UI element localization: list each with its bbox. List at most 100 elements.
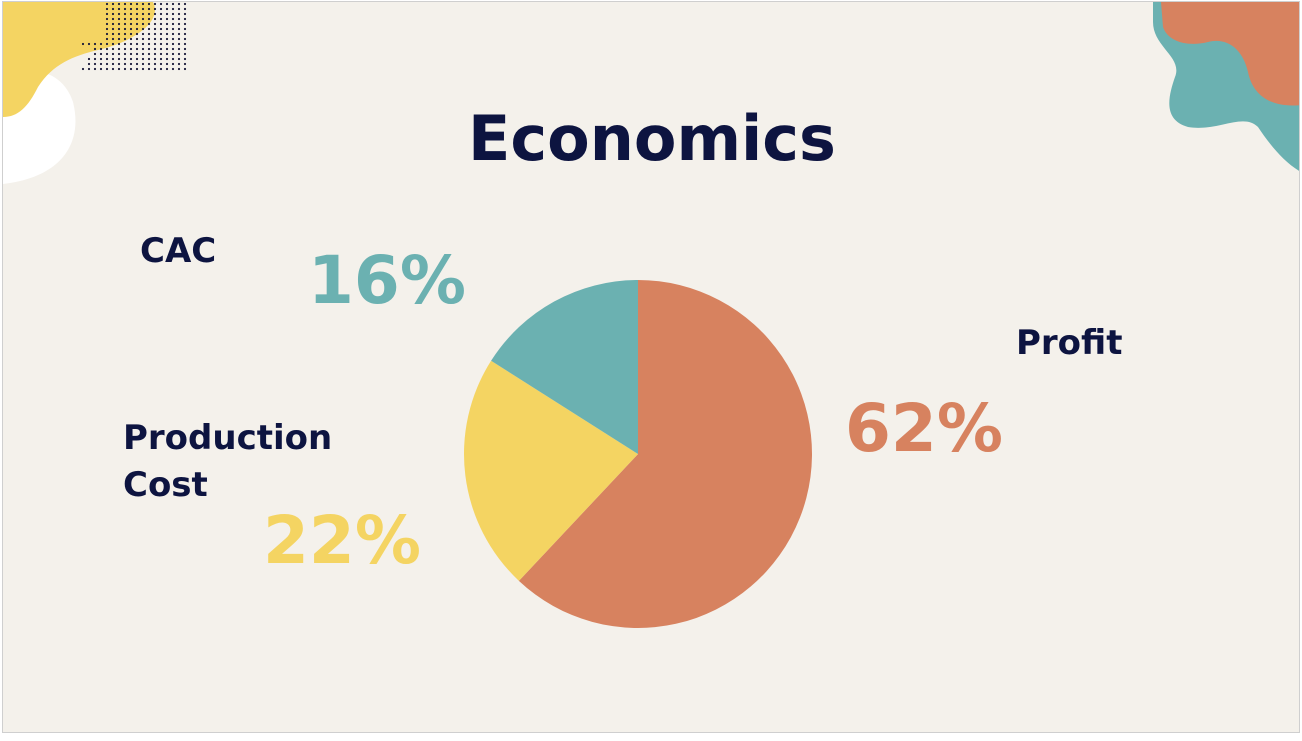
dot-shape [105,62,109,66]
dot-shape [153,22,157,26]
dot-shape [177,57,181,61]
dot-shape [117,12,121,16]
dot-shape [117,22,121,26]
dot-shape [117,57,121,61]
dot-shape [117,17,121,21]
dot-shape [111,62,115,66]
dot-shape [105,22,109,26]
dot-shape [81,67,85,71]
dot-shape [129,37,133,41]
dot-shape [135,22,139,26]
page-title: Economics [468,102,836,175]
dot-shape [105,57,109,61]
dot-shape [165,37,169,41]
dot-shape [93,42,97,46]
dot-shape [171,52,175,56]
dot-shape [141,37,145,41]
dot-shape [123,57,127,61]
dot-shape [99,47,103,51]
dot-shape [135,17,139,21]
dot-shape [93,52,97,56]
dot-shape [117,32,121,36]
dot-shape [117,67,121,71]
dot-shape [147,57,151,61]
dot-shape [153,17,157,21]
dot-shape [123,12,127,16]
dot-shape [105,12,109,16]
pct-production-cost: 22% [263,502,421,579]
dot-shape [117,42,121,46]
dot-shape [147,62,151,66]
dot-shape [177,62,181,66]
dot-shape [171,67,175,71]
dot-shape [129,12,133,16]
dot-shape [147,67,151,71]
pct-profit: 62% [845,390,1003,467]
dot-shape [159,22,163,26]
dot-shape [159,12,163,16]
label-production-cost: Production Cost [123,415,332,509]
label-production-line2: Cost [123,465,208,505]
dot-shape [177,12,181,16]
dot-shape [153,7,157,11]
dot-shape [111,42,115,46]
dot-shape [177,47,181,51]
dot-shape [183,27,187,31]
dot-shape [165,42,169,46]
dot-shape [105,67,109,71]
dot-shape [153,47,157,51]
dot-shape [147,37,151,41]
dot-shape [135,7,139,11]
dot-shape [105,17,109,21]
dot-shape [141,57,145,61]
dot-shape [123,27,127,31]
dot-shape [111,47,115,51]
dot-shape [177,27,181,31]
dot-shape [99,57,103,61]
dot-shape [111,12,115,16]
dot-shape [183,32,187,36]
dot-shape [165,62,169,66]
dot-shape [135,67,139,71]
dot-shape [105,52,109,56]
dot-shape [99,62,103,66]
dot-shape [135,12,139,16]
pie-chart [464,280,813,628]
dot-shape [183,37,187,41]
dot-shape [123,22,127,26]
dot-shape [93,47,97,51]
dot-shape [117,47,121,51]
dot-shape [177,32,181,36]
dot-shape [147,2,151,6]
dot-shape [183,17,187,21]
dot-shape [141,52,145,56]
dot-shape [117,2,121,6]
dot-shape [141,47,145,51]
dot-shape [123,52,127,56]
dot-shape [165,17,169,21]
dot-shape [123,32,127,36]
dot-shape [153,67,157,71]
dot-shape [159,67,163,71]
dot-shape [129,42,133,46]
dot-shape [105,47,109,51]
dot-shape [171,37,175,41]
dot-shape [105,2,109,6]
pct-cac: 16% [308,242,466,319]
dot-shape [183,57,187,61]
dot-shape [165,47,169,51]
dot-shape [93,67,97,71]
dot-shape [153,37,157,41]
dot-shape [129,52,133,56]
dot-shape [165,57,169,61]
dot-shape [165,32,169,36]
dot-shape [147,47,151,51]
dot-shape [135,32,139,36]
dot-shape [141,42,145,46]
dot-shape [153,32,157,36]
dot-shape [141,32,145,36]
dot-shape [129,32,133,36]
dot-shape [153,52,157,56]
dot-shape [177,2,181,6]
dot-shape [117,37,121,41]
